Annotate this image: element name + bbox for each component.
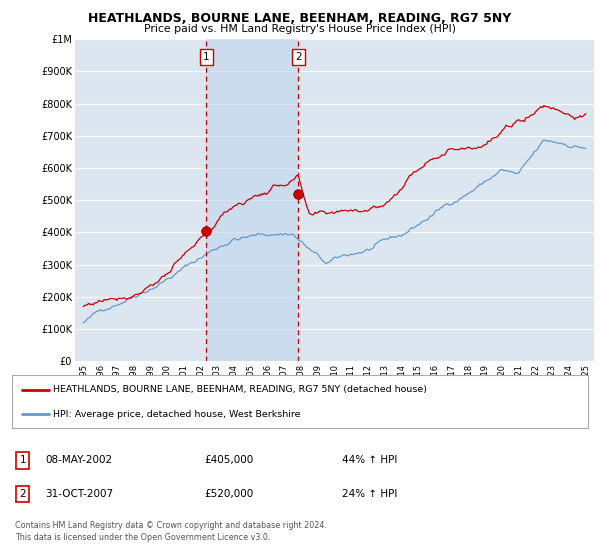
Text: HPI: Average price, detached house, West Berkshire: HPI: Average price, detached house, West…	[53, 409, 301, 418]
Text: 44% ↑ HPI: 44% ↑ HPI	[342, 455, 397, 465]
Text: 2: 2	[19, 489, 26, 499]
Text: Contains HM Land Registry data © Crown copyright and database right 2024.
This d: Contains HM Land Registry data © Crown c…	[15, 521, 327, 542]
Text: 31-OCT-2007: 31-OCT-2007	[45, 489, 113, 499]
Text: 2: 2	[295, 52, 301, 62]
Text: 1: 1	[19, 455, 26, 465]
Text: HEATHLANDS, BOURNE LANE, BEENHAM, READING, RG7 5NY (detached house): HEATHLANDS, BOURNE LANE, BEENHAM, READIN…	[53, 385, 427, 394]
Text: £520,000: £520,000	[204, 489, 253, 499]
Text: 24% ↑ HPI: 24% ↑ HPI	[342, 489, 397, 499]
Text: £405,000: £405,000	[204, 455, 253, 465]
Bar	[206, 39, 298, 361]
Text: 08-MAY-2002: 08-MAY-2002	[45, 455, 112, 465]
Text: HEATHLANDS, BOURNE LANE, BEENHAM, READING, RG7 5NY: HEATHLANDS, BOURNE LANE, BEENHAM, READIN…	[88, 12, 512, 25]
Text: 1: 1	[203, 52, 210, 62]
Text: Price paid vs. HM Land Registry's House Price Index (HPI): Price paid vs. HM Land Registry's House …	[144, 24, 456, 34]
